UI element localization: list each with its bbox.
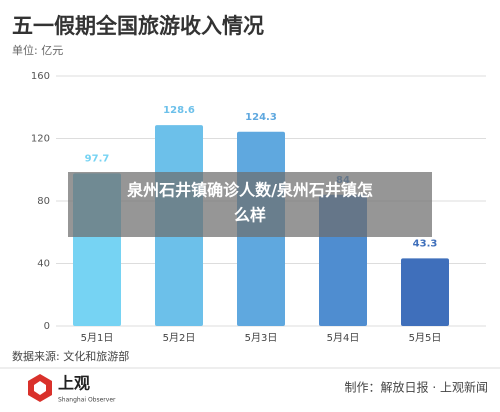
x-tick-label: 5月5日 <box>409 332 442 344</box>
banner-background <box>68 172 432 237</box>
banner-text: 泉州石井镇确诊人数/泉州石井镇怎 <box>127 181 373 200</box>
x-tick-label: 5月4日 <box>327 332 360 344</box>
value-label: 128.6 <box>163 105 195 116</box>
logo-text: 上观 <box>58 374 90 393</box>
x-tick-label: 5月1日 <box>81 332 114 344</box>
chart-title: 五一假期全国旅游收入情况 <box>12 14 264 38</box>
x-tick-label: 5月2日 <box>163 332 196 344</box>
bar <box>401 258 449 326</box>
x-tick-label: 5月3日 <box>245 332 278 344</box>
source: 数据来源: 文化和旅游部 <box>12 349 129 363</box>
y-tick-label: 120 <box>31 134 50 145</box>
banner-text: 么样 <box>234 206 266 225</box>
logo-icon <box>28 374 52 402</box>
chart-subtitle: 单位: 亿元 <box>12 43 63 57</box>
credit: 制作：解放日报 · 上观新闻 <box>345 380 488 395</box>
value-label: 97.7 <box>85 153 110 164</box>
logo-subtext: Shanghai Observer <box>58 397 116 404</box>
value-label: 124.3 <box>245 112 277 123</box>
value-label: 43.3 <box>413 238 438 249</box>
y-tick-label: 80 <box>37 196 50 207</box>
y-tick-label: 0 <box>44 321 50 332</box>
y-tick-label: 40 <box>37 259 50 270</box>
y-tick-label: 160 <box>31 71 50 82</box>
